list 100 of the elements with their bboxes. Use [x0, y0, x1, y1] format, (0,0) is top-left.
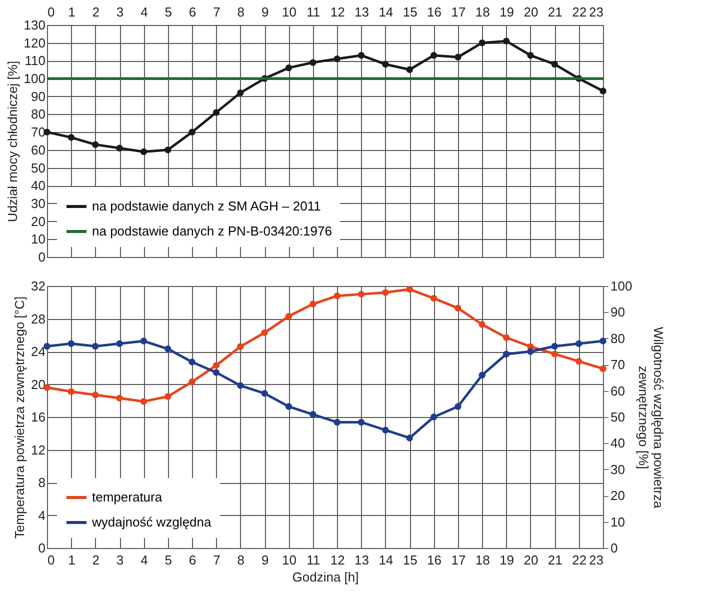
x-tick-label: 16: [427, 4, 442, 20]
point: [261, 329, 268, 336]
y2-axis-title: Wilgotność względna powietrza zewnętrznego [%]: [636, 326, 666, 509]
point: [358, 290, 365, 298]
point: [382, 426, 389, 434]
point: [68, 388, 75, 395]
y-tick-label: 50: [31, 160, 46, 176]
x-tick-label: 2: [92, 4, 100, 20]
y-tick-label: 20: [31, 376, 46, 392]
point: [285, 64, 292, 72]
x-tick-label: 23: [589, 552, 604, 568]
point: [551, 350, 558, 358]
y-tick-label: 0: [38, 540, 46, 556]
legend-label: na podstawie danych z PN-B-03420:1976: [92, 224, 332, 238]
point: [212, 109, 220, 116]
y2-tick-label: 90: [610, 304, 625, 320]
x-tick-label: 15: [402, 552, 418, 568]
y-tick-label: 60: [31, 142, 46, 158]
x-tick-label: 8: [237, 552, 245, 568]
x-tick-label: 21: [548, 4, 562, 20]
x-tick-label: 23: [589, 4, 604, 20]
point: [551, 60, 558, 68]
point: [116, 144, 123, 152]
point: [334, 292, 340, 300]
x-tick-label: 12: [330, 552, 345, 568]
point: [116, 340, 123, 347]
point: [575, 358, 582, 365]
y2-tick-label: 80: [610, 330, 625, 346]
x-tick-label: 4: [140, 552, 148, 568]
x-tick-label: 16: [427, 552, 442, 568]
y-tick-label: 100: [24, 71, 46, 86]
y2-tick-label: 20: [610, 488, 625, 504]
point: [116, 394, 123, 402]
y-tick-label: 16: [31, 410, 46, 424]
y-tick-label: 110: [24, 53, 46, 68]
x-tick-label: 13: [354, 4, 369, 20]
point: [575, 340, 582, 347]
point: [212, 362, 220, 369]
point: [310, 411, 316, 418]
point: [430, 294, 438, 302]
x-tick-label: 17: [451, 552, 466, 568]
point: [310, 300, 316, 308]
point: [212, 369, 220, 376]
y2-tick-label: 70: [610, 357, 625, 372]
point: [164, 346, 172, 352]
y-tick-label: 40: [31, 178, 46, 194]
y2-tick-label: 100: [610, 278, 632, 294]
y2-tick-label: 10: [610, 514, 625, 530]
x-tick-label: 5: [164, 552, 172, 568]
point: [600, 365, 606, 372]
y-tick-label: 8: [38, 475, 46, 490]
y-axis-title: Udział mocy chłodniczej [%]: [4, 60, 20, 222]
y2-tick-label: 30: [610, 462, 625, 477]
x-tick-label: 0: [48, 552, 55, 568]
point: [140, 338, 148, 344]
point: [237, 343, 244, 350]
point: [478, 321, 486, 328]
x-tick-label: 4: [140, 4, 148, 20]
y-tick-label: 130: [24, 18, 46, 32]
legend-label: temperatura: [92, 490, 163, 504]
point: [285, 403, 292, 410]
x-tick-label: 15: [402, 4, 418, 20]
point: [285, 312, 292, 320]
x-tick-label: 22: [572, 552, 587, 568]
y-tick-label: 4: [38, 508, 46, 523]
point: [430, 52, 438, 59]
x-tick-label: 2: [92, 552, 100, 568]
x-tick-label: 19: [500, 4, 514, 20]
x-tick-label: 9: [261, 552, 269, 568]
y-tick-label: 0: [38, 250, 46, 264]
x-tick-label: 10: [282, 4, 296, 20]
point: [68, 134, 75, 141]
y2-tick-label: 0: [610, 540, 618, 556]
point: [92, 141, 99, 148]
point: [600, 88, 606, 94]
point: [478, 372, 486, 378]
point: [358, 52, 365, 59]
point: [502, 38, 510, 44]
x-axis-title: Godzina [h]: [292, 570, 359, 584]
point: [334, 56, 340, 62]
legend-label: wydajność względna: [91, 514, 212, 530]
x-tick-label: 18: [475, 552, 490, 568]
y2-tick-label: 50: [610, 410, 625, 424]
x-tick-label: 3: [116, 552, 124, 568]
point: [140, 398, 148, 405]
point: [237, 89, 244, 96]
point: [454, 54, 462, 60]
point: [478, 40, 486, 46]
x-tick-label: 14: [378, 552, 394, 568]
x-tick-label: 7: [213, 4, 220, 20]
point: [430, 414, 438, 420]
point: [502, 350, 510, 358]
x-tick-label: 17: [451, 4, 466, 20]
x-tick-label: 12: [330, 4, 345, 20]
legend-label: na podstawie danych z SM AGH – 2011: [92, 198, 321, 214]
point: [164, 393, 172, 400]
y2-tick-label: 60: [610, 383, 625, 398]
point: [600, 338, 606, 344]
x-tick-label: 6: [188, 552, 196, 568]
x-tick-label: 11: [306, 552, 320, 568]
